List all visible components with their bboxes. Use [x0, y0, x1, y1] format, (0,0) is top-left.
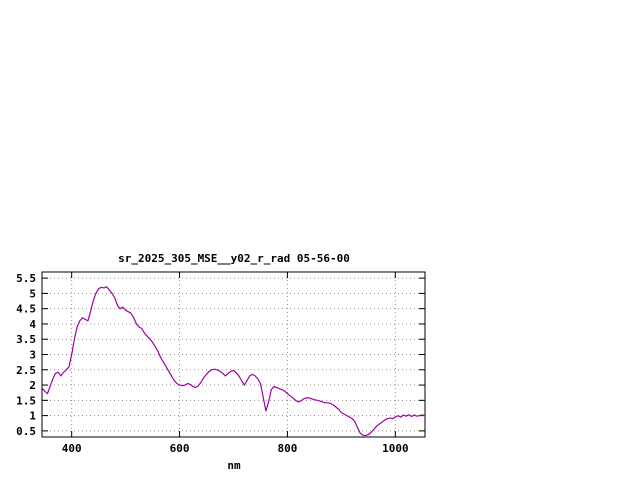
x-tick-label: 400 — [62, 442, 82, 455]
spectrum-line-layer — [42, 286, 425, 437]
y-tick-label: 4.5 — [16, 303, 36, 316]
plot-border — [41, 271, 426, 438]
chart-title: sr_2025_305_MSE__y02_r_rad 05-56-00 — [118, 252, 350, 265]
y-tick-label: 3.5 — [16, 333, 36, 346]
y-tick-label: 0.5 — [16, 425, 36, 438]
x-tick-label: 800 — [278, 442, 298, 455]
y-tick-label: 4 — [29, 318, 36, 331]
y-tick-label: 2.5 — [16, 364, 36, 377]
y-tick-label: 3 — [29, 349, 36, 362]
y-tick-label: 5.5 — [16, 272, 36, 285]
spectrum-line — [42, 286, 425, 437]
x-axis-label: nm — [227, 459, 241, 472]
axis-ticks — [42, 272, 425, 437]
y-tick-label: 5 — [29, 287, 36, 300]
x-tick-label: 1000 — [382, 442, 409, 455]
x-tick-label: 600 — [170, 442, 190, 455]
grid-lines — [42, 272, 425, 437]
y-tick-label: 2 — [29, 379, 36, 392]
y-tick-label: 1.5 — [16, 394, 36, 407]
axis-tick-labels: 400 600 800 1000 0.5 1 1.5 2 2.5 3 3.5 4 4.5 5 5.5 — [16, 272, 408, 455]
y-tick-label: 1 — [29, 410, 36, 423]
